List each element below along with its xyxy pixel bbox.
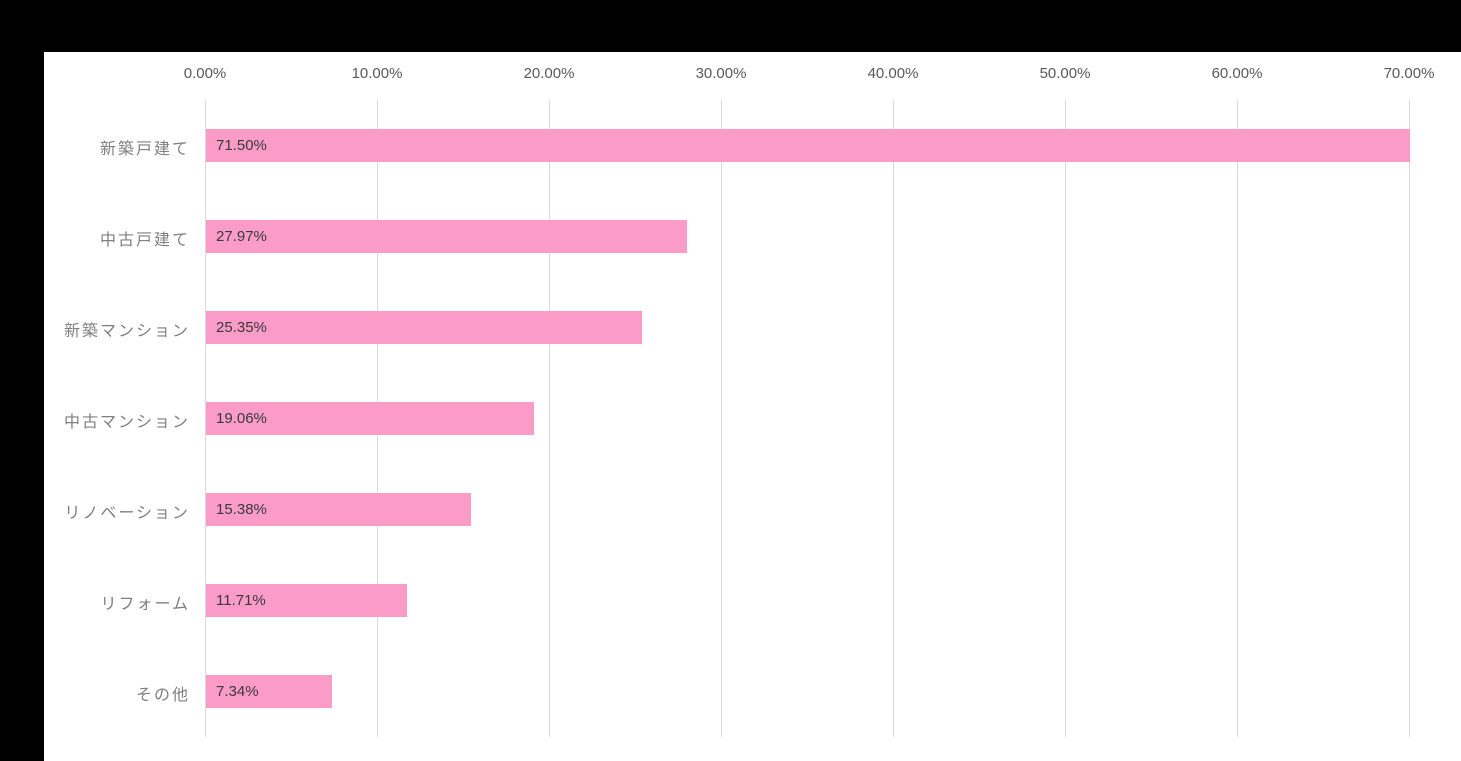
category-label: 新築戸建て	[99, 140, 190, 158]
bar: 71.50%	[206, 129, 1410, 162]
bar: 11.71%	[206, 584, 408, 617]
bar: 15.38%	[206, 493, 471, 526]
gridline	[721, 100, 722, 737]
value-label: 71.50%	[216, 137, 267, 154]
category-label: リノベーション	[64, 504, 190, 522]
x-axis-tick-label: 0.00%	[183, 65, 227, 82]
bar: 19.06%	[206, 402, 534, 435]
bar: 7.34%	[206, 675, 333, 708]
category-label: その他	[135, 686, 190, 704]
category-label: 中古マンション	[63, 413, 190, 431]
value-label: 25.35%	[216, 319, 267, 336]
x-axis-tick-label: 70.00%	[1383, 65, 1435, 82]
x-axis-tick-label: 10.00%	[351, 65, 403, 82]
x-axis-tick-label: 30.00%	[695, 65, 747, 82]
category-label: 中古戸建て	[99, 231, 190, 249]
gridline	[205, 100, 206, 737]
bar: 27.97%	[206, 220, 688, 253]
value-label: 7.34%	[216, 683, 259, 700]
x-axis-tick-label: 60.00%	[1211, 65, 1263, 82]
value-label: 19.06%	[216, 410, 267, 427]
x-axis-tick-label: 50.00%	[1039, 65, 1091, 82]
gridline	[549, 100, 550, 737]
category-label: 新築マンション	[63, 322, 190, 340]
value-label: 11.71%	[216, 592, 266, 609]
value-label: 15.38%	[216, 501, 267, 518]
gridline	[1409, 100, 1410, 737]
x-axis-tick-label: 20.00%	[523, 65, 575, 82]
x-axis-tick-label: 40.00%	[867, 65, 919, 82]
bar: 25.35%	[206, 311, 643, 344]
category-label: リフォーム	[100, 595, 190, 613]
gridline	[893, 100, 894, 737]
gridline	[1065, 100, 1066, 737]
chart-panel: 0.00% 10.00% 20.00% 30.00% 40.00% 50.00% 60.00…	[44, 52, 1461, 761]
gridline	[1237, 100, 1238, 737]
value-label: 27.97%	[216, 228, 267, 245]
